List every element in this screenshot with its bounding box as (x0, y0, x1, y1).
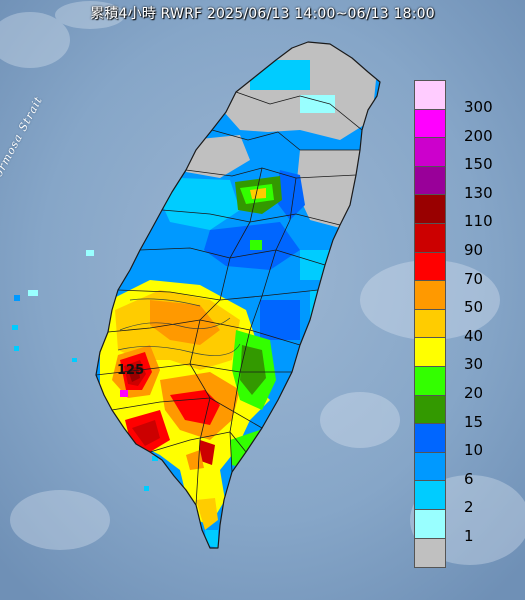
legend-label: 1 (464, 527, 474, 545)
legend-swatch (414, 423, 446, 454)
legend-label: 20 (464, 384, 484, 402)
map-title: 累積4小時 RWRF 2025/06/13 14:00~06/13 18:00 (90, 6, 435, 22)
legend-label: 110 (464, 212, 493, 231)
legend-swatch (414, 194, 446, 225)
boundaries (95, 41, 381, 549)
legend-swatch (414, 480, 446, 511)
legend-swatch (414, 280, 446, 311)
legend-swatch (414, 509, 446, 539)
legend-label: 2 (464, 498, 474, 517)
legend-swatch (414, 80, 446, 110)
legend-swatch (414, 366, 446, 396)
rivers (117, 298, 241, 356)
legend-label: 70 (464, 269, 484, 288)
legend-label: 300 (464, 98, 493, 116)
legend-label: 15 (464, 412, 484, 431)
legend-label: 30 (464, 355, 484, 374)
legend-label: 6 (464, 469, 474, 488)
legend-label: 150 (464, 155, 493, 174)
legend-swatch (414, 308, 446, 339)
legend-label: 50 (464, 298, 484, 317)
legend-swatch (414, 394, 446, 425)
legend-swatch (414, 537, 446, 568)
legend-label: 90 (464, 241, 484, 259)
legend-label: 130 (464, 183, 493, 202)
legend-label: 40 (464, 326, 484, 345)
legend-swatch (414, 251, 446, 282)
rainfall-legend: 300 200 150 130 110 90 70 50 40 30 20 15 10 6 2 1 (414, 80, 504, 570)
legend-swatch (414, 165, 446, 196)
legend-swatch (414, 337, 446, 368)
legend-swatch (414, 137, 446, 168)
peak-value-label: 125 (117, 363, 145, 378)
legend-label: 200 (464, 126, 493, 145)
legend-swatch (414, 108, 446, 139)
legend-swatch (414, 451, 446, 482)
legend-swatch (414, 223, 446, 253)
legend-label: 10 (464, 441, 484, 460)
